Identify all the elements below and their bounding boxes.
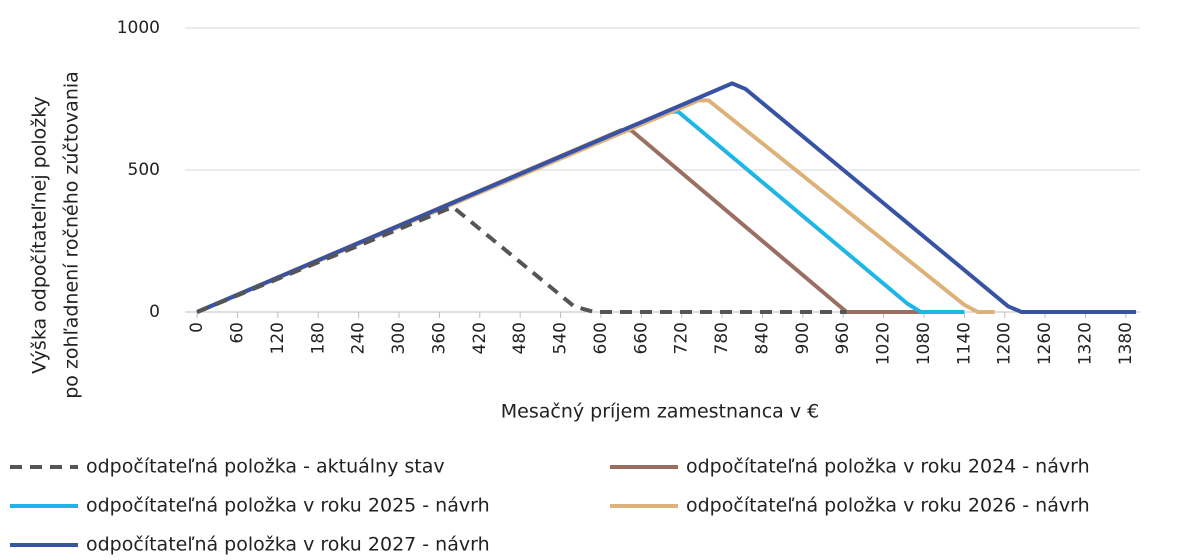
x-tick-label: 300 [389, 322, 409, 354]
x-tick-label: 780 [712, 322, 732, 354]
x-tick-label: 120 [268, 322, 288, 354]
x-tick-label: 0 [187, 322, 207, 333]
x-tick-label: 420 [470, 322, 490, 354]
legend-label: odpočítateľná položka v roku 2026 - návr… [686, 495, 1090, 517]
y-tick-label: 0 [149, 302, 160, 322]
x-tick-label: 360 [429, 322, 449, 354]
x-tick-label: 480 [510, 322, 530, 354]
x-tick-label: 660 [631, 322, 651, 354]
y-axis-title: po zohľadnení ročného zúčtovania [61, 71, 83, 399]
x-tick-label: 1320 [1075, 322, 1095, 365]
x-tick-label: 1260 [1035, 322, 1055, 365]
x-tick-label: 1020 [874, 322, 894, 365]
legend-label: odpočítateľná položka v roku 2024 - návr… [686, 456, 1090, 478]
x-tick-label: 900 [793, 322, 813, 354]
x-tick-label: 840 [752, 322, 772, 354]
y-axis-title: Výška odpočítateľnej položky [29, 96, 51, 374]
y-tick-label: 500 [128, 160, 160, 180]
x-tick-label: 960 [833, 322, 853, 354]
x-tick-label: 1200 [995, 322, 1015, 365]
x-tick-label: 720 [672, 322, 692, 354]
x-tick-label: 1080 [914, 322, 934, 365]
series-line [196, 98, 995, 314]
y-tick-label: 1000 [117, 18, 160, 38]
x-tick-label: 60 [227, 322, 247, 344]
x-tick-label: 1140 [954, 322, 974, 365]
x-tick-label: 240 [349, 322, 369, 354]
legend-label: odpočítateľná položka v roku 2025 - návr… [86, 495, 490, 517]
legend-label: odpočítateľná položka v roku 2027 - návr… [86, 534, 490, 556]
x-tick-label: 600 [591, 322, 611, 354]
x-tick-label: 1380 [1116, 322, 1136, 365]
x-tick-label: 540 [551, 322, 571, 354]
legend-label: odpočítateľná položka - aktuálny stav [86, 456, 445, 478]
x-axis-title: Mesačný príjem zamestnanca v € [501, 401, 819, 423]
x-tick-label: 180 [308, 322, 328, 354]
series-line [196, 81, 1136, 314]
series-line [196, 204, 847, 314]
